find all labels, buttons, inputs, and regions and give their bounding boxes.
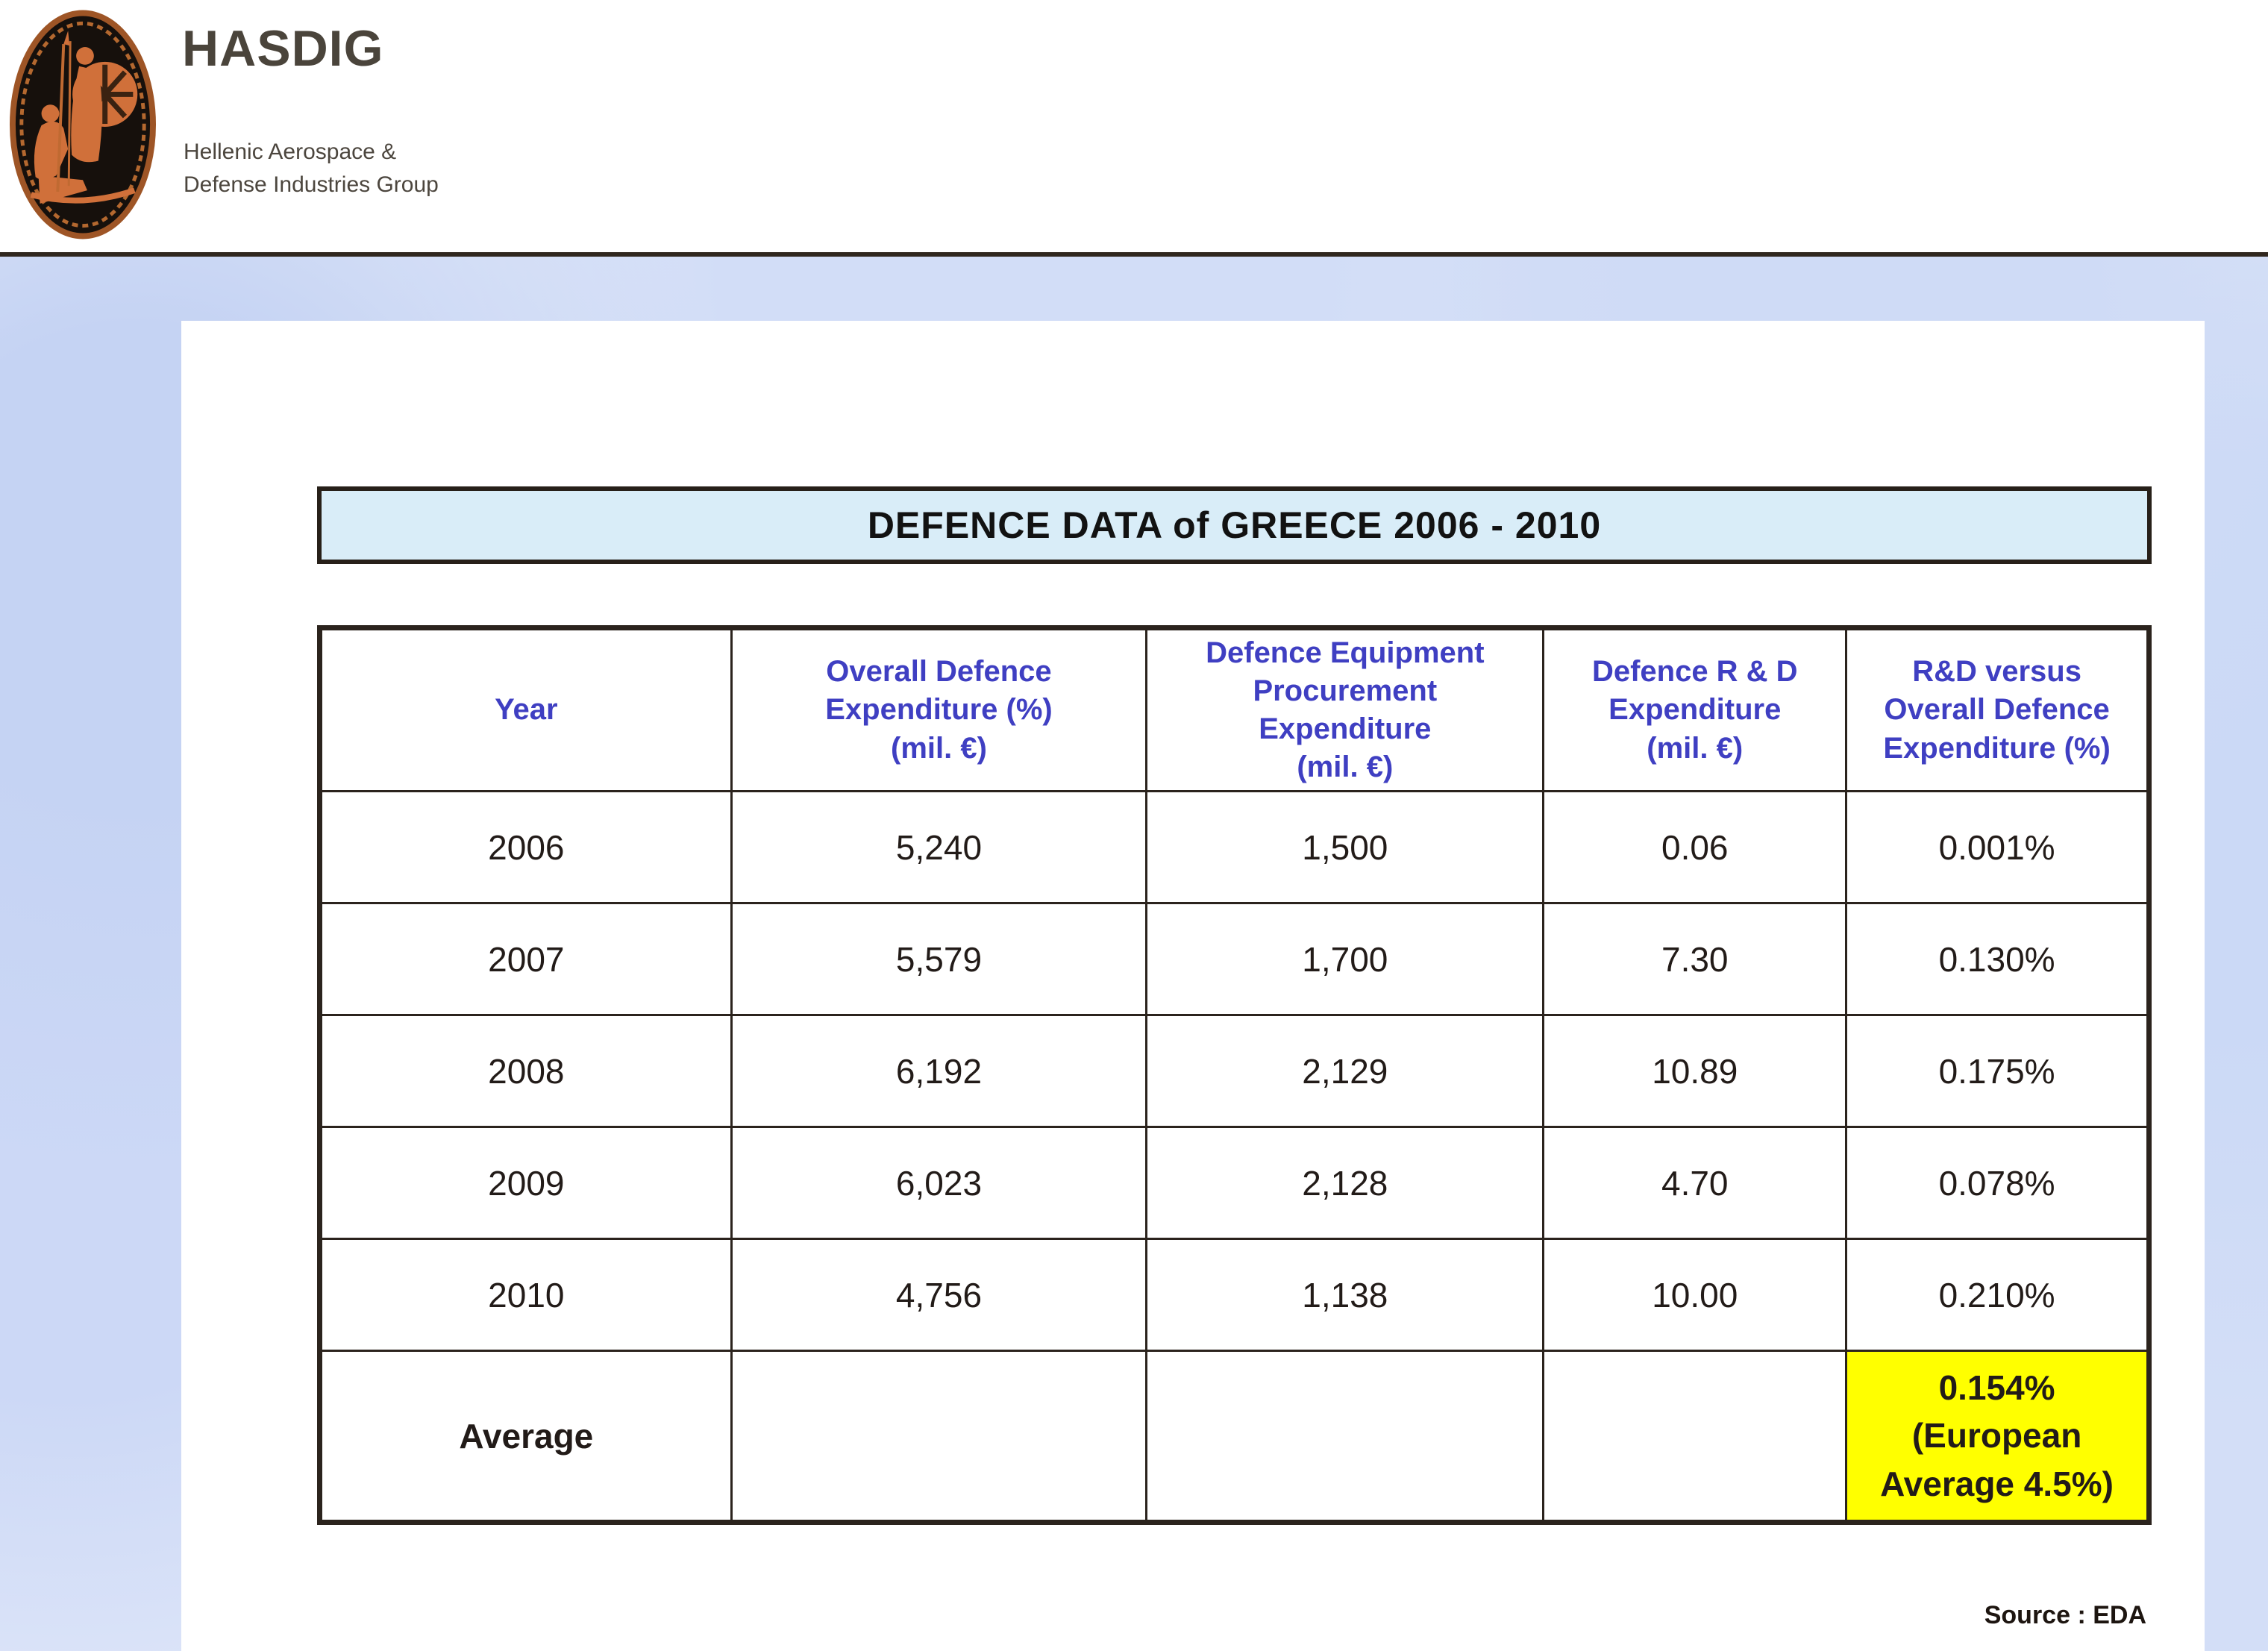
cell-procurement: 2,129 bbox=[1145, 1014, 1545, 1128]
watermark-background: DEFENCE DATA of GREECE 2006 - 2010 Year … bbox=[0, 257, 2268, 1651]
cell-ratio: 0.001% bbox=[1845, 790, 2150, 904]
cell-overall: 6,023 bbox=[730, 1126, 1148, 1240]
cell-year: 2006 bbox=[319, 790, 733, 904]
cell-overall: 6,192 bbox=[730, 1014, 1148, 1128]
brand-subtitle: Hellenic Aerospace & Defense Industries … bbox=[184, 140, 439, 197]
cell-procurement: 1,500 bbox=[1145, 790, 1545, 904]
cell-year: 2007 bbox=[319, 902, 733, 1016]
table-row-2007: 2007 5,579 1,700 7.30 0.130% bbox=[319, 902, 2150, 1016]
column-header-year: Year bbox=[319, 627, 733, 792]
cell-average-empty bbox=[1542, 1350, 1848, 1523]
cell-overall: 5,579 bbox=[730, 902, 1148, 1016]
cell-procurement: 1,138 bbox=[1145, 1238, 1545, 1352]
header-divider bbox=[0, 252, 2268, 257]
column-header-procurement-expenditure: Defence Equipment Procurement Expenditur… bbox=[1145, 627, 1545, 792]
column-header-rnd-versus-overall: R&D versus Overall Defence Expenditure (… bbox=[1845, 627, 2150, 792]
page-header: HASDIG Hellenic Aerospace & Defense Indu… bbox=[0, 0, 2268, 252]
cell-year: 2008 bbox=[319, 1014, 733, 1128]
cell-rnd: 0.06 bbox=[1542, 790, 1848, 904]
cell-ratio: 0.078% bbox=[1845, 1126, 2150, 1240]
brand-title: HASDIG bbox=[182, 20, 384, 77]
defence-data-table: Year Overall Defence Expenditure (%) (mi… bbox=[317, 625, 2152, 1525]
cell-rnd: 4.70 bbox=[1542, 1126, 1848, 1240]
cell-procurement: 2,128 bbox=[1145, 1126, 1545, 1240]
cell-average-empty bbox=[730, 1350, 1148, 1523]
cell-overall: 4,756 bbox=[730, 1238, 1148, 1352]
table-row-2006: 2006 5,240 1,500 0.06 0.001% bbox=[319, 790, 2150, 904]
table-row-2008: 2008 6,192 2,129 10.89 0.175% bbox=[319, 1014, 2150, 1128]
source-note: Source : EDA bbox=[1984, 1601, 2146, 1629]
table-header-row: Year Overall Defence Expenditure (%) (mi… bbox=[319, 627, 2150, 792]
column-header-overall-expenditure: Overall Defence Expenditure (%) (mil. €) bbox=[730, 627, 1148, 792]
cell-average-highlight: 0.154% (European Average 4.5%) bbox=[1845, 1350, 2150, 1523]
table-row-2010: 2010 4,756 1,138 10.00 0.210% bbox=[319, 1238, 2150, 1352]
hasdig-logo-icon bbox=[9, 7, 157, 242]
cell-ratio: 0.210% bbox=[1845, 1238, 2150, 1352]
cell-overall: 5,240 bbox=[730, 790, 1148, 904]
table-row-2009: 2009 6,023 2,128 4.70 0.078% bbox=[319, 1126, 2150, 1240]
table-row-average: Average 0.154% (European Average 4.5%) bbox=[319, 1350, 2150, 1523]
column-header-rnd-expenditure: Defence R & D Expenditure (mil. €) bbox=[1542, 627, 1848, 792]
cell-average-label: Average bbox=[319, 1350, 733, 1523]
cell-average-empty bbox=[1145, 1350, 1545, 1523]
cell-procurement: 1,700 bbox=[1145, 902, 1545, 1016]
cell-year: 2009 bbox=[319, 1126, 733, 1240]
cell-rnd: 10.89 bbox=[1542, 1014, 1848, 1128]
cell-rnd: 10.00 bbox=[1542, 1238, 1848, 1352]
cell-year: 2010 bbox=[319, 1238, 733, 1352]
slide-title-text: DEFENCE DATA of GREECE 2006 - 2010 bbox=[867, 504, 1602, 546]
cell-rnd: 7.30 bbox=[1542, 902, 1848, 1016]
cell-ratio: 0.175% bbox=[1845, 1014, 2150, 1128]
cell-ratio: 0.130% bbox=[1845, 902, 2150, 1016]
content-panel: DEFENCE DATA of GREECE 2006 - 2010 Year … bbox=[181, 321, 2205, 1651]
slide-title-banner: DEFENCE DATA of GREECE 2006 - 2010 bbox=[317, 486, 2152, 564]
